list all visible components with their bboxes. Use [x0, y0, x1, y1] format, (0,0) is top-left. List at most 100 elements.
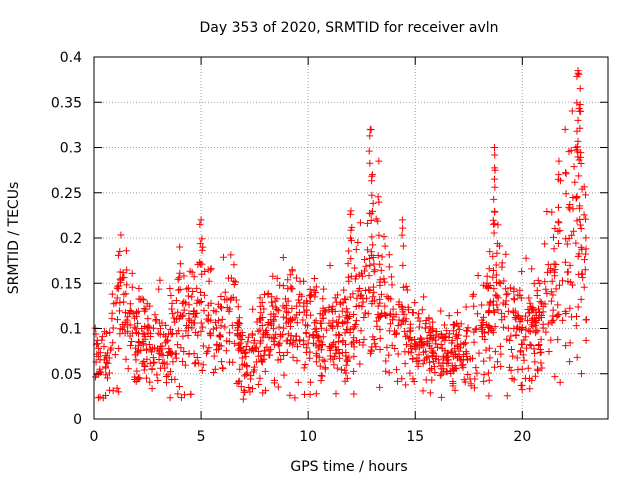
data-point	[389, 305, 397, 313]
data-point	[348, 236, 356, 244]
data-point	[326, 262, 334, 270]
data-point	[317, 324, 325, 332]
data-point	[103, 358, 111, 366]
data-point	[474, 272, 482, 280]
data-point	[187, 390, 195, 398]
data-point	[573, 143, 581, 151]
x-tick-label: 0	[90, 429, 99, 445]
data-point	[420, 340, 428, 348]
data-point	[365, 272, 373, 280]
data-point	[169, 330, 177, 338]
data-point	[573, 99, 581, 107]
data-point	[269, 325, 277, 333]
data-point	[376, 383, 384, 391]
data-point	[414, 362, 422, 370]
data-point	[162, 379, 170, 387]
data-point	[188, 268, 196, 276]
data-point	[180, 298, 188, 306]
data-point	[537, 359, 545, 367]
data-point	[398, 375, 406, 383]
data-point	[175, 314, 183, 322]
data-point	[555, 281, 563, 289]
data-point	[575, 70, 583, 78]
data-point	[355, 338, 363, 346]
data-point	[385, 294, 393, 302]
data-point	[437, 307, 445, 315]
data-point	[453, 334, 461, 342]
data-point	[475, 349, 483, 357]
data-point	[437, 393, 445, 401]
data-point	[376, 334, 384, 342]
data-point	[574, 303, 582, 311]
data-point	[146, 302, 154, 310]
data-point	[110, 300, 118, 308]
data-point	[461, 339, 469, 347]
data-point	[135, 338, 143, 346]
data-point	[367, 248, 375, 256]
data-point	[260, 305, 268, 313]
data-point	[273, 274, 281, 282]
data-point	[376, 345, 384, 353]
data-point	[473, 310, 481, 318]
data-point	[410, 378, 418, 386]
data-point	[426, 366, 434, 374]
data-point	[493, 249, 501, 257]
data-point	[439, 365, 447, 373]
data-point	[102, 371, 110, 379]
data-point	[352, 320, 360, 328]
data-point	[394, 377, 402, 385]
data-point	[382, 312, 390, 320]
data-point	[383, 343, 391, 351]
data-point	[289, 353, 297, 361]
data-point	[357, 327, 365, 335]
data-point	[155, 347, 163, 355]
data-point	[349, 325, 357, 333]
data-point	[507, 366, 515, 374]
data-point	[418, 306, 426, 314]
data-point	[126, 300, 134, 308]
data-point	[503, 392, 511, 400]
data-point	[497, 350, 505, 358]
data-point	[553, 313, 561, 321]
data-point	[353, 294, 361, 302]
data-point	[151, 344, 159, 352]
data-point	[221, 288, 229, 296]
data-point	[432, 340, 440, 348]
data-point	[411, 299, 419, 307]
data-point	[108, 309, 116, 317]
data-point	[382, 357, 390, 365]
data-point	[491, 164, 499, 172]
data-point	[157, 364, 165, 372]
data-point	[250, 366, 258, 374]
data-point	[312, 283, 320, 291]
data-point	[223, 304, 231, 312]
data-point	[350, 310, 358, 318]
data-point	[210, 307, 218, 315]
y-axis-label: SRMTID / TECUs	[6, 182, 22, 295]
data-point	[131, 314, 139, 322]
data-point	[174, 341, 182, 349]
data-point	[215, 317, 223, 325]
data-point	[288, 267, 296, 275]
data-point	[234, 331, 242, 339]
data-point	[198, 246, 206, 254]
data-point	[333, 318, 341, 326]
data-point	[274, 340, 282, 348]
data-point	[266, 351, 274, 359]
data-point	[141, 363, 149, 371]
data-point	[280, 324, 288, 332]
data-point	[350, 390, 358, 398]
data-point	[200, 307, 208, 315]
data-point	[253, 318, 261, 326]
data-point	[491, 207, 499, 215]
data-point	[181, 361, 189, 369]
data-point	[242, 342, 250, 350]
data-point	[518, 340, 526, 348]
data-point	[211, 365, 219, 373]
data-point	[492, 279, 500, 287]
data-point	[288, 285, 296, 293]
data-point	[490, 195, 498, 203]
data-point	[462, 332, 470, 340]
data-point	[559, 277, 567, 285]
data-point	[218, 358, 226, 366]
